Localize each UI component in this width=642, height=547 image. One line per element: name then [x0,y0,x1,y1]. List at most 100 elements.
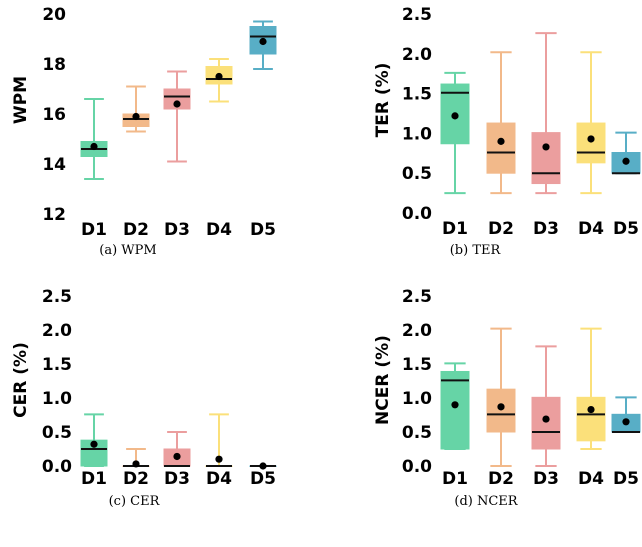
y-tick-label: 1.5 [42,355,72,375]
x-tick-label: D3 [164,220,190,240]
box-D2 [486,51,516,195]
mean-marker [259,462,267,470]
panel-caption: (d) NCER [454,494,518,509]
panel-caption: (a) WPM [99,243,156,258]
x-tick-label: D4 [578,469,604,489]
y-axis-label: CER (%) [11,342,31,418]
box-D4 [576,51,606,195]
x-tick-label: D5 [250,469,276,489]
box-D3 [163,431,191,467]
y-tick-label: 0.5 [402,423,432,443]
y-tick-label: 1.0 [42,389,72,409]
x-tick-label: D1 [442,469,468,489]
mean-marker [451,401,459,409]
x-tick-label: D5 [613,469,639,489]
x-tick-label: D1 [81,469,107,489]
box-D2 [122,448,150,468]
box-D4 [205,58,233,103]
box-iqr [163,88,191,110]
y-tick-label: 0.5 [402,164,432,184]
y-axis-label: NCER (%) [373,335,393,425]
mean-marker [90,142,98,151]
y-tick-label: 1.5 [402,355,432,375]
y-tick-label: 1.5 [402,85,432,105]
y-tick-label: 12 [42,205,66,225]
y-tick-label: 0.5 [42,423,72,443]
box-D1 [440,71,470,195]
x-tick-label: D3 [533,219,559,239]
mean-marker [173,100,181,108]
chart-panel-3: 0.0 0.5 1.0 1.5 2.0 2.5 CER (%) D1 D2 D3 D4 D5 (c) C… [11,287,277,509]
x-tick-label: D4 [206,469,232,489]
y-tick-label: 2.5 [402,5,432,25]
box-D2 [486,327,516,467]
box-iqr [531,132,561,185]
box-D5 [249,20,277,70]
x-tick-label: D1 [442,219,468,239]
box-iqr [486,122,516,174]
mean-marker [259,37,267,46]
x-tick-label: D5 [613,219,639,239]
box-D5 [249,462,277,470]
box-D4 [205,413,233,467]
chart-panel-1: 12 14 16 18 20 WPM D1 D2 D3 D4 D5 (a) WPM [11,5,277,258]
y-tick-label: 0.0 [402,457,432,477]
x-tick-label: D1 [81,220,107,240]
mean-marker [173,452,181,461]
box-iqr [440,370,470,450]
x-tick-label: D3 [164,469,190,489]
y-tick-label: 2.0 [42,321,72,341]
x-tick-label: D2 [488,469,514,489]
mean-marker [215,72,223,81]
x-tick-label: D4 [206,220,232,240]
chart-panel-4: 0.0 0.5 1.0 1.5 2.0 2.5 NCER (%) D1 D2 D3 D4 D5 (d) … [373,287,641,509]
mean-marker [587,405,595,414]
x-tick-label: D2 [123,469,149,489]
y-tick-label: 2.5 [42,287,72,307]
y-tick-label: 0.0 [42,457,72,477]
mean-marker [90,440,98,448]
box-D5 [611,396,641,433]
x-tick-label: D2 [123,220,149,240]
y-tick-label: 2.0 [402,321,432,341]
mean-marker [622,418,630,426]
box-D4 [576,327,606,450]
y-tick-label: 20 [42,5,66,25]
panel-caption: (c) CER [109,494,161,509]
y-axis-label: WPM [11,76,31,124]
y-tick-label: 18 [42,55,66,75]
box-D1 [80,98,108,180]
x-tick-label: D2 [488,219,514,239]
mean-marker [622,157,630,165]
x-tick-label: D3 [533,469,559,489]
mean-marker [451,112,459,120]
y-tick-label: 16 [42,105,66,125]
box-iqr [486,388,516,433]
box-D1 [80,413,108,467]
box-D1 [440,362,470,450]
mean-marker [132,112,140,121]
box-iqr [531,396,561,450]
box-D5 [611,131,641,175]
box-D3 [163,70,191,163]
y-tick-label: 2.0 [402,45,432,65]
y-tick-label: 1.0 [402,389,432,409]
y-tick-label: 2.5 [402,287,432,307]
box-iqr [576,122,606,164]
chart-panel-2: 0.0 0.5 1.0 1.5 2.0 2.5 TER (%) D1 D2 D3 D4 D5 (b) T… [373,5,641,258]
box-D3 [531,345,561,467]
y-tick-label: 14 [42,155,66,175]
y-tick-label: 0.0 [402,204,432,224]
mean-marker [215,455,223,463]
x-tick-label: D4 [578,219,604,239]
y-tick-label: 1.0 [402,124,432,144]
mean-marker [497,403,505,411]
box-D2 [122,85,150,133]
panel-caption: (b) TER [450,243,502,258]
y-axis-label: TER (%) [373,63,393,138]
mean-marker [497,137,505,145]
x-tick-label: D5 [250,220,276,240]
box-iqr [576,396,606,442]
mean-marker [587,135,595,143]
